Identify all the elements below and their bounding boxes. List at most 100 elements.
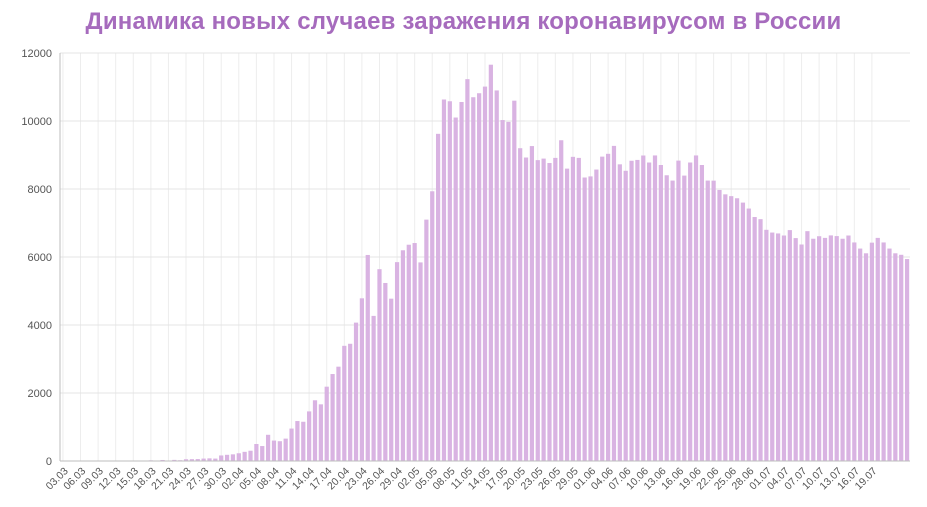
bar — [605, 153, 611, 461]
bar — [394, 262, 400, 461]
bar — [201, 458, 206, 461]
bar — [893, 253, 898, 461]
bar — [365, 254, 370, 461]
bar — [594, 169, 599, 462]
bar — [348, 343, 353, 461]
bar — [242, 451, 247, 461]
bar — [863, 253, 869, 461]
chart-title: Динамика новых случаев заражения коронав… — [85, 8, 842, 35]
bar — [523, 157, 529, 461]
bar — [236, 453, 241, 461]
bar — [746, 208, 751, 461]
bar — [482, 86, 488, 461]
bar — [160, 459, 165, 461]
bar — [600, 156, 605, 461]
bar — [424, 219, 429, 461]
x-axis: 03.0306.0309.0312.0315.0318.0321.0324.03… — [44, 460, 910, 492]
bar — [195, 459, 200, 461]
bar — [699, 165, 705, 461]
bar — [775, 233, 781, 461]
bar — [506, 121, 511, 461]
bar — [418, 262, 423, 461]
bar — [875, 237, 880, 461]
bar — [465, 79, 470, 462]
bar — [289, 428, 294, 461]
bar — [301, 421, 306, 461]
bar — [717, 189, 722, 461]
bar — [770, 232, 775, 461]
bar — [670, 180, 675, 461]
bar — [652, 155, 658, 461]
y-tick-label: 2000 — [28, 388, 52, 400]
bar — [822, 237, 828, 461]
bar — [318, 404, 323, 461]
bar — [353, 322, 359, 461]
bar — [723, 194, 728, 461]
bar — [693, 155, 699, 461]
bar — [781, 235, 787, 461]
bar — [435, 133, 441, 461]
bar — [412, 243, 417, 461]
bar — [371, 315, 376, 461]
bar — [617, 164, 622, 461]
bar — [629, 160, 634, 461]
bar — [453, 117, 458, 461]
bar — [342, 345, 347, 461]
bar — [400, 250, 406, 461]
bar — [295, 421, 300, 461]
bar — [224, 454, 230, 461]
bar — [183, 459, 189, 461]
bar — [547, 163, 552, 461]
bar — [623, 170, 628, 461]
bar — [887, 248, 892, 461]
y-tick-label: 8000 — [28, 184, 52, 196]
bar — [682, 175, 687, 461]
bar — [488, 64, 493, 461]
bar — [834, 236, 839, 461]
bar — [787, 230, 792, 461]
bar — [570, 156, 576, 461]
bar — [219, 455, 224, 461]
y-axis: 0 2000 4000 6000 8000 10000 12000 — [21, 48, 61, 468]
bar — [447, 101, 452, 461]
bar — [688, 162, 693, 461]
bar — [518, 148, 523, 461]
bar — [611, 145, 617, 461]
bar — [734, 198, 740, 461]
bar — [564, 168, 570, 461]
bar — [207, 458, 212, 461]
bar — [658, 165, 663, 461]
bar — [899, 254, 904, 461]
bar — [559, 140, 564, 462]
bar — [248, 450, 253, 461]
bar — [541, 158, 546, 461]
bar — [383, 282, 388, 461]
bar — [664, 175, 669, 461]
bar — [535, 160, 540, 461]
y-tick-label: 10000 — [21, 116, 52, 128]
bar — [793, 238, 798, 461]
bar — [582, 177, 587, 461]
y-tick-label: 12000 — [21, 48, 52, 60]
y-tick-label: 6000 — [28, 252, 52, 264]
bar — [852, 242, 857, 461]
bar — [799, 244, 804, 461]
bar — [553, 157, 558, 461]
bar — [254, 444, 259, 461]
bar — [359, 298, 365, 461]
bar — [172, 459, 177, 461]
bar — [277, 441, 282, 461]
bar — [330, 374, 335, 461]
bar — [283, 438, 288, 461]
bar — [271, 440, 277, 461]
bar — [811, 238, 816, 461]
bar — [752, 217, 757, 461]
bar — [904, 259, 910, 461]
bar — [881, 242, 886, 461]
bar — [647, 162, 652, 461]
bar — [336, 366, 341, 461]
bar — [265, 434, 271, 461]
bar — [817, 236, 822, 461]
bar — [213, 458, 218, 461]
